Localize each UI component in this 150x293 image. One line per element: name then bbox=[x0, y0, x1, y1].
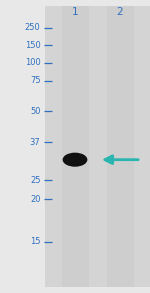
Text: 100: 100 bbox=[25, 59, 40, 67]
Text: 37: 37 bbox=[30, 138, 40, 146]
Text: 15: 15 bbox=[30, 237, 40, 246]
Text: 250: 250 bbox=[25, 23, 40, 32]
Bar bbox=[106, 6, 134, 287]
Bar bbox=[45, 6, 150, 287]
Text: 50: 50 bbox=[30, 107, 40, 116]
Text: 2: 2 bbox=[117, 7, 123, 17]
Text: 75: 75 bbox=[30, 76, 40, 85]
Bar bbox=[61, 6, 88, 287]
Text: 1: 1 bbox=[72, 7, 78, 17]
Text: 150: 150 bbox=[25, 41, 40, 50]
Ellipse shape bbox=[63, 153, 87, 167]
Text: 25: 25 bbox=[30, 176, 40, 185]
Text: 20: 20 bbox=[30, 195, 40, 204]
